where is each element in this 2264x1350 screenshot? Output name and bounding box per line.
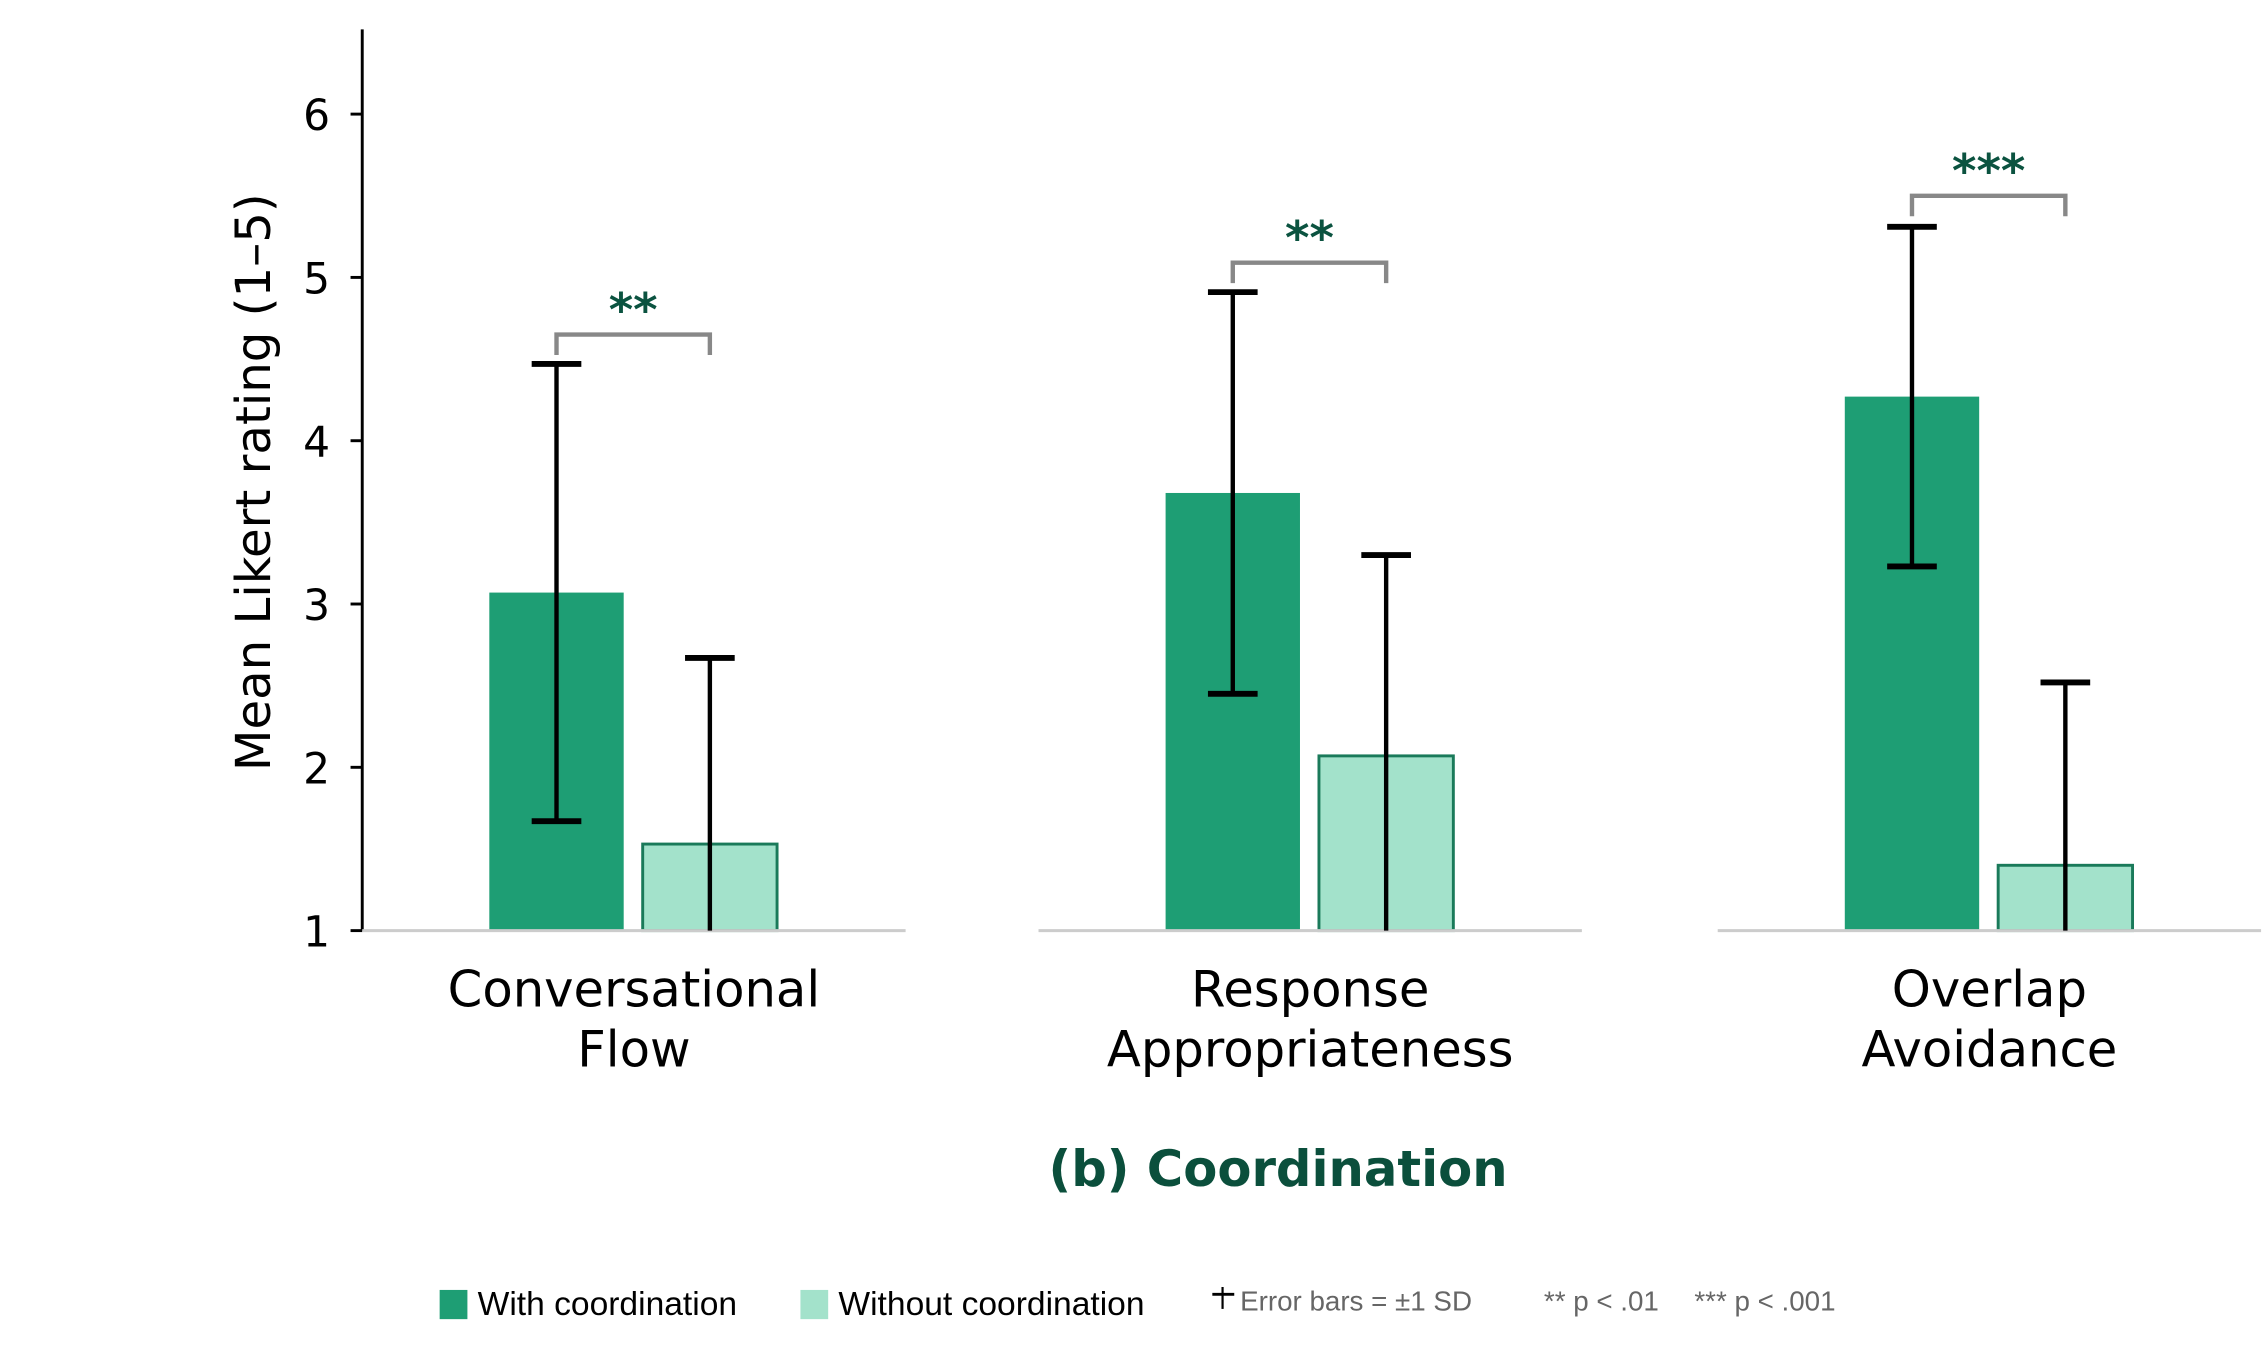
- legend: With coordination Without coordination E…: [439, 1285, 1836, 1323]
- y-tick-label: 4: [303, 418, 330, 467]
- significance-bracket: [1230, 260, 1389, 284]
- error-bar: [1361, 552, 1411, 931]
- error-bar: [2040, 679, 2091, 931]
- x-category-label: Appropriateness: [1107, 1020, 1514, 1078]
- legend-label-without: Without coordination: [838, 1286, 1144, 1323]
- significance-stars: **: [609, 284, 658, 338]
- y-tick-label: 6: [303, 91, 330, 140]
- x-category-label: Overlap: [1892, 961, 2087, 1019]
- x-category-label: Response: [1191, 961, 1429, 1019]
- significance-stars: ***: [1952, 145, 2025, 199]
- significance-stars: **: [1285, 212, 1334, 266]
- y-tick-label: 2: [303, 744, 330, 793]
- legend-swatch-with: [439, 1289, 468, 1320]
- legend-error-note: Error bars = ±1 SD: [1240, 1285, 1472, 1316]
- error-bar-icon: [1212, 1287, 1235, 1309]
- y-axis: 1 2 3 4 5 6: [303, 29, 364, 957]
- chart-title: (b) Coordination: [1049, 1140, 1508, 1198]
- y-tick-label: 1: [303, 908, 330, 957]
- x-category-label: Conversational: [448, 961, 821, 1019]
- error-bar: [685, 654, 735, 931]
- legend-sig-note-2: *** p < .001: [1694, 1285, 1835, 1316]
- y-tick-label: 3: [303, 581, 330, 630]
- error-bar: [531, 361, 582, 825]
- x-category-label: Flow: [577, 1020, 690, 1078]
- legend-label-with: With coordination: [478, 1286, 737, 1323]
- significance-bracket: [1909, 193, 2068, 217]
- legend-swatch-without: [800, 1289, 829, 1320]
- y-axis-label: Mean Likert rating (1–5): [226, 193, 282, 771]
- error-bar: [1207, 289, 1258, 697]
- significance-bracket: [554, 332, 713, 356]
- legend-sig-note-1: ** p < .01: [1544, 1285, 1659, 1316]
- error-bar: [1887, 223, 1937, 570]
- x-category-label: Avoidance: [1861, 1020, 2117, 1078]
- y-tick-label: 5: [303, 254, 330, 303]
